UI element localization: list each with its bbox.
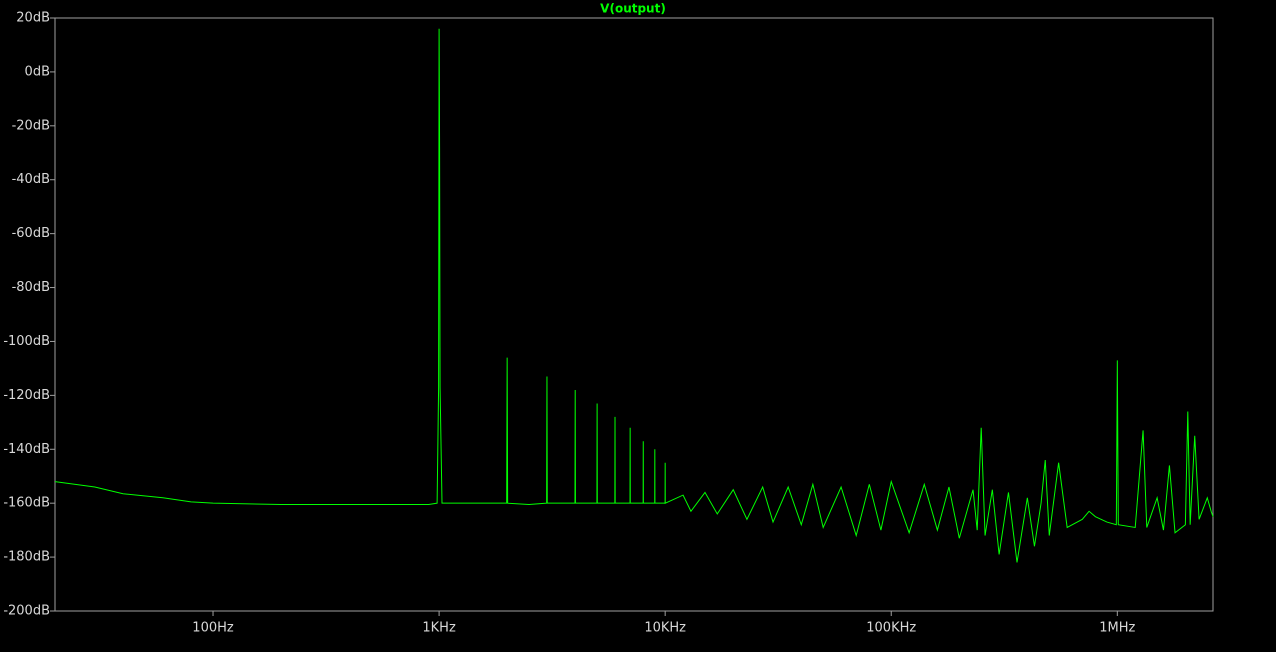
trace-name: V(output): [600, 2, 666, 16]
x-tick-label: 1MHz: [1099, 621, 1135, 636]
y-tick-label: -100dB: [3, 334, 50, 349]
y-tick-label: -20dB: [12, 118, 50, 133]
trace-line: [54, 28, 1214, 563]
y-tick-label: -60dB: [12, 226, 50, 241]
x-tick-label: 100Hz: [192, 621, 234, 636]
y-tick-label: 0dB: [25, 64, 50, 79]
y-tick-label: -120dB: [3, 388, 50, 403]
x-tick-label: 100KHz: [866, 621, 916, 636]
y-tick-label: -180dB: [3, 550, 50, 565]
plot-frame: [54, 17, 1214, 612]
y-tick-label: -200dB: [3, 604, 50, 619]
x-tick-label: 1KHz: [422, 621, 456, 636]
y-tick-label: 20dB: [16, 11, 50, 26]
background: [0, 0, 1276, 637]
y-tick-label: -140dB: [3, 442, 50, 457]
x-tick-label: 10KHz: [644, 621, 686, 636]
y-tick-label: -80dB: [12, 280, 50, 295]
y-tick-label: -160dB: [3, 496, 50, 511]
y-tick-label: -40dB: [12, 172, 50, 187]
